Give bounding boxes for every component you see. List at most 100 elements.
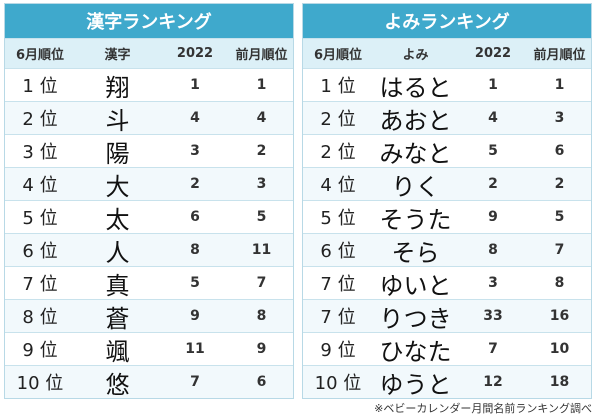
table-cell: あおと	[379, 106, 452, 135]
table-cell: 2	[488, 176, 498, 192]
table-row: 4 位 りく 2 2	[303, 167, 591, 201]
table-row: 7 位 真 5 7	[5, 266, 293, 300]
table-cell: 悠	[105, 370, 130, 399]
table-cell: ゆうと	[379, 370, 452, 399]
table-cell: 5 位	[22, 208, 58, 229]
table-cell: 7	[488, 341, 498, 357]
table-body: 1 位はると 1 1 2 位あおと 4 3 2 位みなと 5 6 4 位りく 2 2 5 位そうた 9 5 6…	[303, 68, 591, 399]
table-cell: 3	[554, 110, 565, 126]
table-cell: 3	[256, 176, 267, 192]
table-row: 7 位 りつき 33 16	[303, 299, 591, 333]
table-cell: はると	[379, 73, 452, 102]
table-row: 5 位 そうた 9 5	[303, 200, 591, 234]
footer-note: ※ベビーカレンダー月間名前ランキング調べ	[374, 402, 592, 415]
table-row: 9 位 ひなた 7 10	[303, 332, 591, 366]
table-cell: そうた	[379, 205, 452, 234]
table-cell: 大	[105, 172, 130, 201]
table-cell: 8	[554, 275, 565, 291]
table-cell: 8	[256, 308, 267, 324]
table-cell: 2 位	[320, 109, 356, 130]
table-cell: 4	[256, 110, 267, 126]
table-row: 2 位 斗 4 4	[5, 101, 293, 135]
table-cell: 蒼	[105, 304, 130, 333]
table-cell: 3	[190, 143, 200, 159]
table-cell: 11	[185, 341, 205, 357]
table-cell: 9	[190, 308, 200, 324]
table-cell: 9	[488, 209, 498, 225]
table-cell: みなと	[379, 139, 452, 168]
ranking-table: よみランキング 6月順位 よみ 2022 前月順位 1 位はると 1 1 2 位あおと 4 3 2 位…	[302, 3, 592, 399]
table-cell: 8	[190, 242, 200, 258]
table-cell: 6 位	[320, 241, 356, 262]
header-row: 6月順位 漢字 2022 前月順位	[5, 38, 293, 68]
table-cell: 7	[256, 275, 267, 291]
table-cell: 6	[190, 209, 200, 225]
table-cell: 4	[190, 110, 200, 126]
table-cell: 8	[488, 242, 498, 258]
table-cell: 9	[256, 341, 267, 357]
table-row: 2 位 みなと 5 6	[303, 134, 591, 168]
table-cell: 1 位	[320, 76, 356, 97]
header-row: 6月順位 よみ 2022 前月順位	[303, 38, 591, 68]
table-cell: 4 位	[22, 175, 58, 196]
table-cell: 1	[190, 77, 200, 93]
table-cell: 2	[554, 176, 565, 192]
table-title: 漢字ランキング	[5, 4, 293, 38]
table-row: 8 位 蒼 9 8	[5, 299, 293, 333]
table-cell: 5	[256, 209, 267, 225]
table-cell: 陽	[105, 139, 130, 168]
table-cell: 颯	[105, 337, 130, 366]
header-cell: よみ	[402, 48, 429, 63]
table-row: 3 位 陽 3 2	[5, 134, 293, 168]
table-row: 7 位 ゆいと 3 8	[303, 266, 591, 300]
header-cell: 2022	[176, 46, 214, 61]
header-cell: 6月順位	[313, 48, 363, 63]
table-cell: りつき	[379, 304, 452, 333]
table-cell: 2 位	[320, 142, 356, 163]
table-row: 9 位 颯 11 9	[5, 332, 293, 366]
table-cell: ひなた	[379, 337, 452, 366]
table-cell: 3	[488, 275, 498, 291]
header-cell: 6月順位	[15, 48, 65, 63]
table-cell: 11	[251, 242, 272, 258]
table-cell: 7	[554, 242, 565, 258]
header-cell: 2022	[474, 46, 512, 61]
table-cell: りく	[391, 172, 440, 201]
table-row: 10 位ゆうと 12 18	[303, 365, 591, 399]
table-cell: 6 位	[22, 241, 58, 262]
table-cell: 3 位	[22, 142, 58, 163]
table-cell: 10 位	[314, 373, 362, 394]
table-cell: 4	[488, 110, 498, 126]
table-cell: 5	[488, 143, 498, 159]
table-cell: 2	[256, 143, 267, 159]
table-cell: 18	[549, 374, 570, 390]
table-cell: 2 位	[22, 109, 58, 130]
table-cell: 5	[190, 275, 200, 291]
table-cell: そら	[391, 238, 440, 267]
table-cell: 5 位	[320, 208, 356, 229]
table-cell: 7 位	[320, 307, 356, 328]
table-cell: 1	[554, 77, 565, 93]
table-cell: 人	[105, 238, 130, 267]
table-cell: 12	[483, 374, 503, 390]
table-cell: 33	[483, 308, 503, 324]
table-cell: 7 位	[22, 274, 58, 295]
table-cell: 6	[554, 143, 565, 159]
table-cell: 8 位	[22, 307, 58, 328]
table-cell: 翔	[105, 73, 130, 102]
table-cell: 10 位	[16, 373, 64, 394]
table-cell: 2	[190, 176, 200, 192]
table-row: 1 位 はると 1 1	[303, 68, 591, 102]
table-row: 4 位 大 2 3	[5, 167, 293, 201]
table-cell: 1	[488, 77, 498, 93]
header-cell: 前月順位	[533, 48, 586, 63]
table-row: 5 位 太 6 5	[5, 200, 293, 234]
table-cell: 1	[256, 77, 267, 93]
table-cell: 9 位	[22, 340, 58, 361]
table-cell: 1 位	[22, 76, 58, 97]
table-cell: 7	[190, 374, 200, 390]
table-row: 1 位 翔 1 1	[5, 68, 293, 102]
table-cell: 6	[256, 374, 267, 390]
